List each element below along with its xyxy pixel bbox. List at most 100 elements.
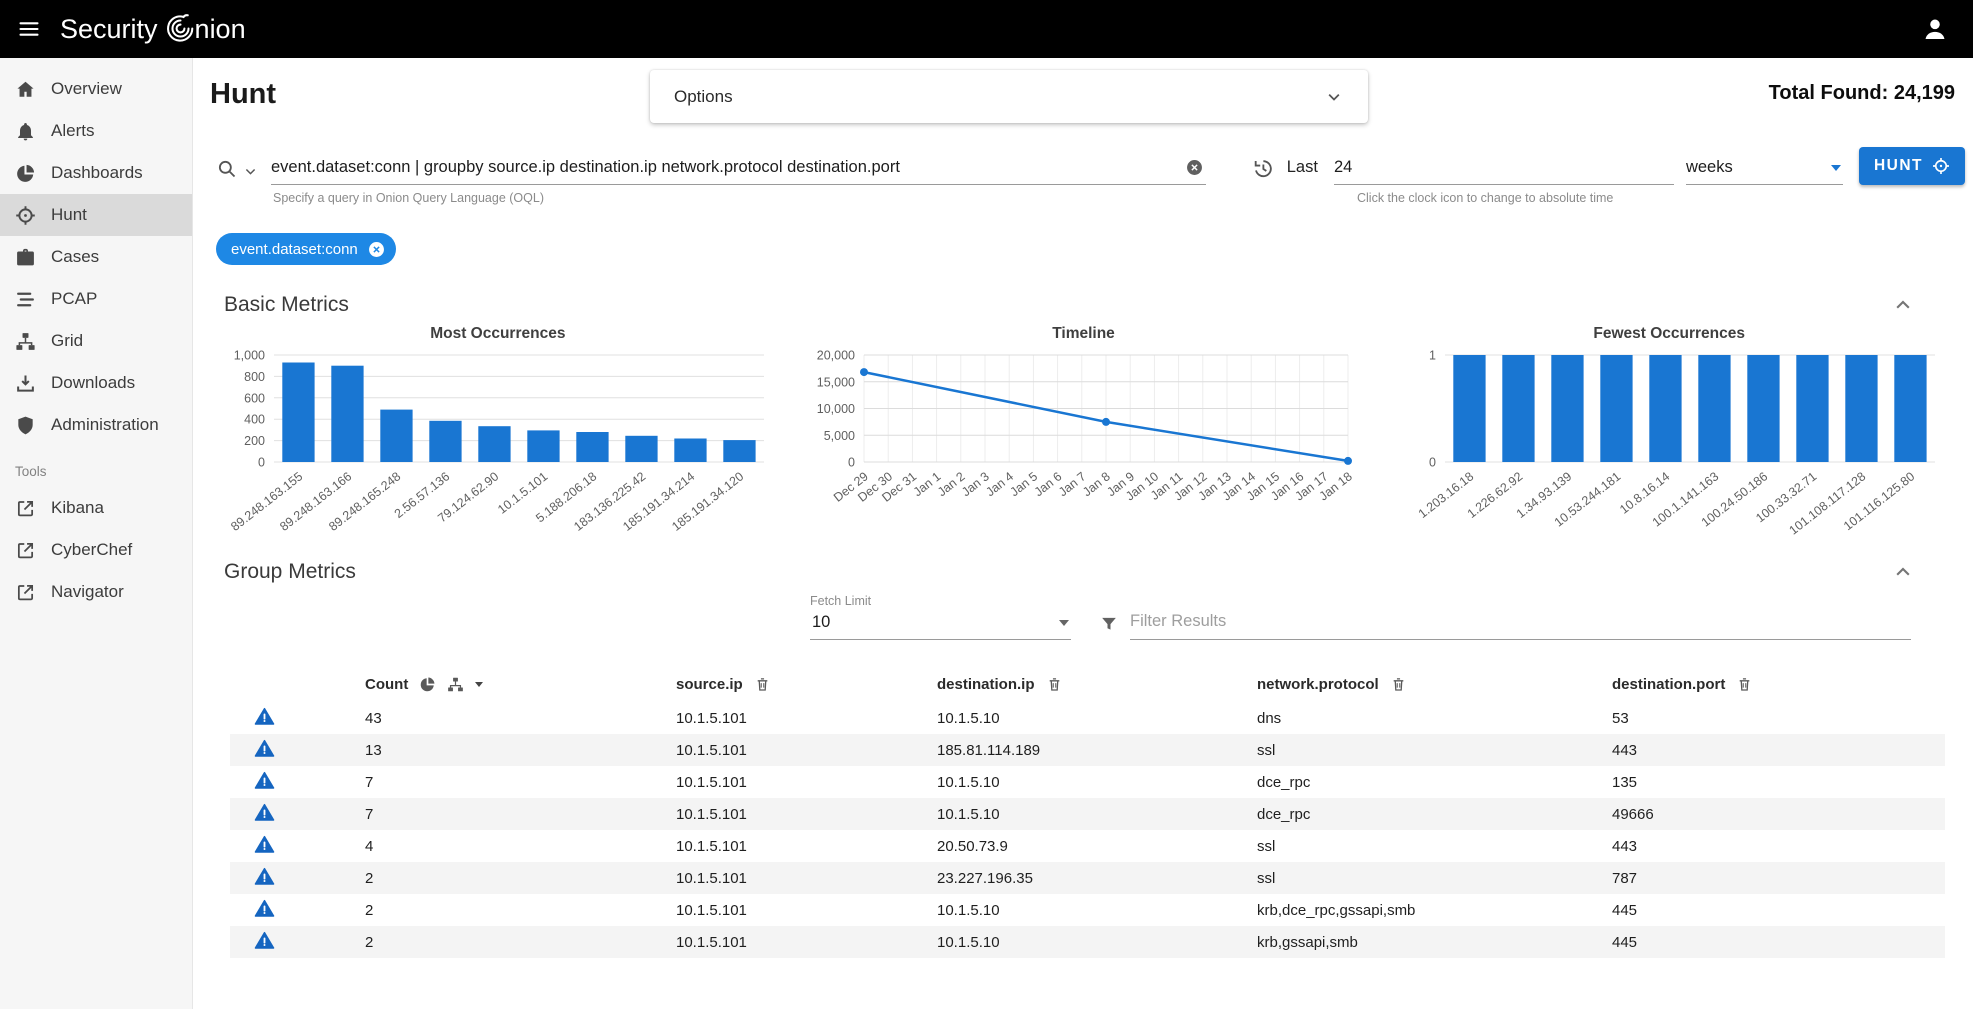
table-row[interactable]: 2 10.1.5.101 10.1.5.10 krb,dce_rpc,gssap… [230,894,1945,926]
cell-destination-ip[interactable]: 20.50.73.9 [937,830,1257,862]
filter-results-input[interactable] [1130,612,1911,631]
cell-destination-ip[interactable]: 10.1.5.10 [937,926,1257,958]
cell-destination-ip[interactable]: 10.1.5.10 [937,766,1257,798]
cell-count[interactable]: 7 [365,766,676,798]
timeline-chart[interactable]: Dec 29Dec 30Dec 31Jan 1Jan 2Jan 3Jan 4Ja… [806,345,1362,544]
sidebar-item-dashboards[interactable]: Dashboards [0,152,192,194]
table-row[interactable]: 43 10.1.5.101 10.1.5.10 dns 53 [230,702,1945,734]
cell-source-ip[interactable]: 10.1.5.101 [676,862,937,894]
cell-destination-ip[interactable]: 23.227.196.35 [937,862,1257,894]
fewest-occurrences-chart[interactable]: 011.203.16.181.226.62.921.34.93.13910.53… [1391,345,1947,544]
warning-icon[interactable] [254,898,275,919]
cell-destination-port[interactable]: 443 [1612,734,1945,766]
cell-count[interactable]: 2 [365,894,676,926]
cell-source-ip[interactable]: 10.1.5.101 [676,734,937,766]
sidebar-item-downloads[interactable]: Downloads [0,362,192,404]
column-header-destination-ip: destination.ip [937,676,1035,693]
cell-source-ip[interactable]: 10.1.5.101 [676,766,937,798]
cell-destination-port[interactable]: 53 [1612,702,1945,734]
cell-destination-ip[interactable]: 10.1.5.10 [937,702,1257,734]
table-row[interactable]: 13 10.1.5.101 185.81.114.189 ssl 443 [230,734,1945,766]
sidebar-item-hunt[interactable]: Hunt [0,194,192,236]
cell-destination-port[interactable]: 135 [1612,766,1945,798]
time-unit-select[interactable]: weeks [1686,158,1843,185]
cell-network-protocol[interactable]: dce_rpc [1257,798,1612,830]
sidebar-item-kibana[interactable]: Kibana [0,487,192,529]
collapse-basic-metrics-button[interactable] [1891,293,1915,317]
warning-icon[interactable] [254,834,275,855]
sidebar-item-navigator[interactable]: Navigator [0,571,192,613]
remove-network-protocol-icon[interactable] [1390,676,1407,693]
table-row[interactable]: 2 10.1.5.101 10.1.5.10 krb,gssapi,smb 44… [230,926,1945,958]
cell-destination-port[interactable]: 443 [1612,830,1945,862]
warning-icon[interactable] [254,802,275,823]
cell-network-protocol[interactable]: dns [1257,702,1612,734]
sidebar-item-overview[interactable]: Overview [0,68,192,110]
cell-destination-port[interactable]: 445 [1612,926,1945,958]
cell-count[interactable]: 2 [365,926,676,958]
sidebar-item-administration[interactable]: Administration [0,404,192,446]
cell-source-ip[interactable]: 10.1.5.101 [676,926,937,958]
chart-title: Fewest Occurrences [1391,325,1947,343]
menu-button[interactable] [0,0,58,58]
warning-icon[interactable] [254,770,275,791]
table-row[interactable]: 4 10.1.5.101 20.50.73.9 ssl 443 [230,830,1945,862]
main-content: Hunt Options Total Found: 24,199 Last we… [194,58,1973,1009]
warning-icon[interactable] [254,930,275,951]
cell-destination-port[interactable]: 787 [1612,862,1945,894]
history-clock-icon[interactable] [1252,158,1273,179]
time-value-input[interactable] [1334,158,1674,177]
cell-count[interactable]: 43 [365,702,676,734]
warning-icon[interactable] [254,866,275,887]
clear-query-icon[interactable] [1185,158,1204,177]
cell-source-ip[interactable]: 10.1.5.101 [676,894,937,926]
collapse-group-metrics-button[interactable] [1891,560,1915,584]
cell-source-ip[interactable]: 10.1.5.101 [676,830,937,862]
cell-source-ip[interactable]: 10.1.5.101 [676,702,937,734]
cell-count[interactable]: 4 [365,830,676,862]
cell-destination-ip[interactable]: 10.1.5.10 [937,798,1257,830]
sidebar-item-grid[interactable]: Grid [0,320,192,362]
options-panel[interactable]: Options [650,70,1368,123]
cell-destination-ip[interactable]: 10.1.5.10 [937,894,1257,926]
cell-count[interactable]: 7 [365,798,676,830]
fetch-limit-select[interactable]: 10 [810,608,1071,640]
sidebar-item-pcap[interactable]: PCAP [0,278,192,320]
cell-network-protocol[interactable]: dce_rpc [1257,766,1612,798]
warning-icon[interactable] [254,738,275,759]
hunt-button[interactable]: HUNT [1859,147,1965,185]
remove-destination-ip-icon[interactable] [1046,676,1063,693]
cell-network-protocol[interactable]: ssl [1257,734,1612,766]
cell-network-protocol[interactable]: ssl [1257,830,1612,862]
query-bar: Last weeks HUNT [216,147,1965,185]
most-occurrences-panel: Most Occurrences 02004006008001,00089.24… [220,325,776,544]
cell-destination-ip[interactable]: 185.81.114.189 [937,734,1257,766]
cell-network-protocol[interactable]: krb,dce_rpc,gssapi,smb [1257,894,1612,926]
table-row[interactable]: 2 10.1.5.101 23.227.196.35 ssl 787 [230,862,1945,894]
remove-source-ip-icon[interactable] [754,676,771,693]
cell-network-protocol[interactable]: krb,gssapi,smb [1257,926,1612,958]
table-row[interactable]: 7 10.1.5.101 10.1.5.10 dce_rpc 49666 [230,798,1945,830]
sidebar-item-cases[interactable]: Cases [0,236,192,278]
cell-count[interactable]: 13 [365,734,676,766]
count-chart-toggle-icon[interactable] [419,676,436,693]
cell-source-ip[interactable]: 10.1.5.101 [676,798,937,830]
cell-count[interactable]: 2 [365,862,676,894]
count-menu-caret-icon[interactable] [475,682,483,687]
cell-network-protocol[interactable]: ssl [1257,862,1612,894]
sidebar-item-alerts[interactable]: Alerts [0,110,192,152]
user-menu-button[interactable] [1921,15,1949,43]
cell-destination-port[interactable]: 49666 [1612,798,1945,830]
chevron-up-icon [1891,293,1915,317]
table-row[interactable]: 7 10.1.5.101 10.1.5.10 dce_rpc 135 [230,766,1945,798]
count-groupby-icon[interactable] [447,676,464,693]
cell-destination-port[interactable]: 445 [1612,894,1945,926]
query-input[interactable] [271,158,1174,177]
filter-chip[interactable]: event.dataset:conn [216,233,396,265]
chip-close-icon[interactable] [367,240,386,259]
most-occurrences-chart[interactable]: 02004006008001,00089.248.163.15589.248.1… [220,345,776,544]
query-history-chevron-icon[interactable] [242,163,259,180]
remove-destination-port-icon[interactable] [1736,676,1753,693]
warning-icon[interactable] [254,706,275,727]
sidebar-item-cyberchef[interactable]: CyberChef [0,529,192,571]
